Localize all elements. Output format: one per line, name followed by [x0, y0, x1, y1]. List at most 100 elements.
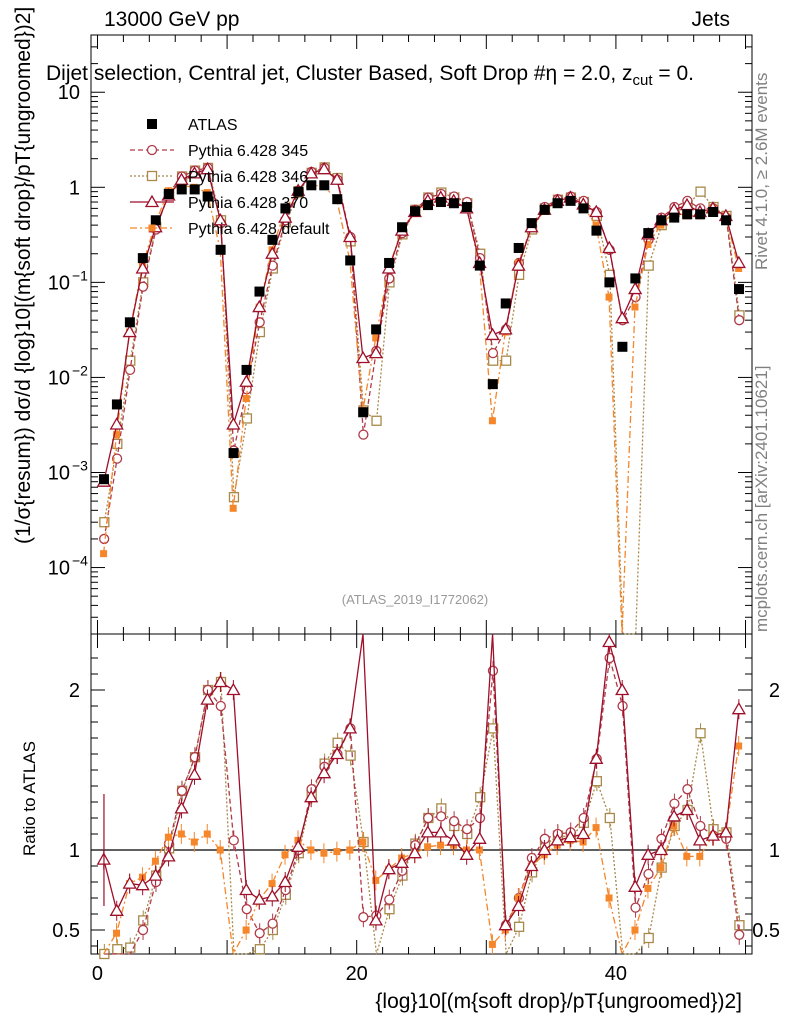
ratio-line-345: [104, 657, 740, 955]
ratio-point-370: [459, 847, 474, 860]
main-point-370: [213, 212, 228, 226]
main-point-370: [239, 374, 254, 387]
main-point-default: [229, 504, 237, 512]
ratio-point-345: [448, 816, 460, 827]
main-point-370: [226, 417, 241, 430]
atlas-data-point: [461, 202, 472, 213]
ratio-point-345: [384, 894, 395, 905]
atlas-data-point: [695, 209, 706, 220]
plot-title-sub: cut: [632, 72, 653, 90]
atlas-data-point: [656, 215, 667, 226]
atlas-data-point: [604, 277, 615, 288]
atlas-data-point: [513, 242, 524, 253]
ratio-point-370: [368, 913, 384, 926]
ratio-point-default: [475, 846, 483, 854]
ratio-point-370: [524, 858, 539, 872]
atlas-data-point: [241, 364, 252, 375]
main-point-370: [368, 345, 384, 359]
atlas-data-point: [578, 203, 589, 214]
plot-title-tail: = 0.: [652, 62, 695, 85]
ratio-point-345: [241, 904, 252, 915]
atlas-data-point: [552, 198, 563, 209]
y-tick-label-main: 10: [48, 558, 70, 580]
ratio-point-default: [372, 876, 380, 884]
x-axis-label: {log}10[(m{soft drop}/pT{ungroomed})2]: [375, 990, 742, 1013]
main-point-345: [734, 315, 745, 326]
ratio-point-370: [291, 839, 306, 852]
atlas-data-point: [643, 228, 654, 239]
atlas-data-point: [435, 197, 446, 208]
main-point-370: [109, 417, 124, 430]
legend-marker: [144, 194, 160, 208]
main-point-345: [99, 533, 110, 545]
y-tick-label-exp: −4: [72, 553, 88, 569]
main-point-370: [602, 240, 617, 254]
main-point-345: [124, 364, 136, 376]
main-point-346: [241, 413, 253, 424]
plot-title-main: Dijet selection, Central jet, Cluster Ba…: [46, 62, 633, 85]
atlas-data-point: [267, 234, 278, 245]
main-point-default: [113, 431, 121, 439]
main-point-default: [605, 293, 613, 301]
ratio-point-default: [164, 833, 172, 841]
ratio-point-default: [696, 852, 704, 860]
atlas-data-point: [319, 180, 330, 191]
ratio-line-346: [104, 680, 741, 955]
ratio-point-346: [125, 942, 136, 953]
atlas-data-point: [565, 195, 576, 206]
ratio-point-default: [631, 926, 639, 934]
ratio-point-370: [576, 826, 591, 840]
ratio-point-370: [135, 877, 150, 891]
main-point-370: [265, 246, 280, 259]
energy-label: 13000 GeV pp: [104, 8, 240, 31]
ratio-point-370: [589, 751, 604, 764]
atlas-data-point: [708, 206, 719, 217]
main-point-370: [731, 255, 746, 269]
main-point-370: [615, 310, 630, 324]
atlas-data-point: [124, 317, 135, 328]
legend-marker: [147, 119, 157, 129]
ratio-point-370: [563, 829, 578, 843]
main-point-default: [592, 221, 600, 229]
main-point-370: [498, 322, 513, 335]
main-point-346: [371, 415, 382, 426]
ratio-point-default: [424, 843, 432, 851]
atlas-data-point: [410, 206, 421, 217]
ratio-point-default: [657, 864, 665, 872]
atlas-data-point: [254, 286, 265, 297]
y-tick-label-main: 1: [69, 177, 80, 199]
atlas-data-point: [539, 204, 550, 215]
main-point-370: [304, 166, 319, 179]
legend-marker: [148, 224, 156, 232]
ratio-point-370: [666, 809, 682, 822]
atlas-data-point: [591, 225, 602, 236]
ratio-point-370: [628, 879, 643, 892]
main-point-370: [278, 210, 293, 223]
ratio-point-345: [215, 700, 226, 712]
ratio-point-default: [644, 884, 652, 892]
process-label: Jets: [691, 8, 730, 31]
atlas-data-point: [189, 184, 200, 195]
ratio-point-default: [346, 846, 354, 854]
ratio-point-345: [734, 929, 745, 940]
y-tick-label-ratio: 1: [69, 840, 80, 862]
atlas-data-point: [474, 260, 485, 271]
ratio-point-346: [591, 776, 603, 787]
ratio-point-default: [281, 851, 289, 859]
ratio-point-345: [435, 811, 447, 822]
y-tick-label-ratio-right: 2: [769, 680, 780, 702]
main-point-default: [100, 550, 108, 558]
ratio-point-370: [550, 833, 565, 846]
ratio-point-370: [329, 746, 345, 760]
x-tick-label: 0: [92, 963, 103, 985]
atlas-data-point: [526, 218, 537, 229]
main-point-default: [644, 241, 652, 249]
x-tick-label: 20: [346, 963, 368, 985]
atlas-data-point: [721, 215, 732, 226]
ratio-point-370: [252, 892, 267, 905]
atlas-data-point: [163, 189, 174, 200]
main-point-345: [487, 348, 499, 359]
ratio-point-370: [433, 825, 448, 838]
main-point-346: [500, 355, 512, 366]
